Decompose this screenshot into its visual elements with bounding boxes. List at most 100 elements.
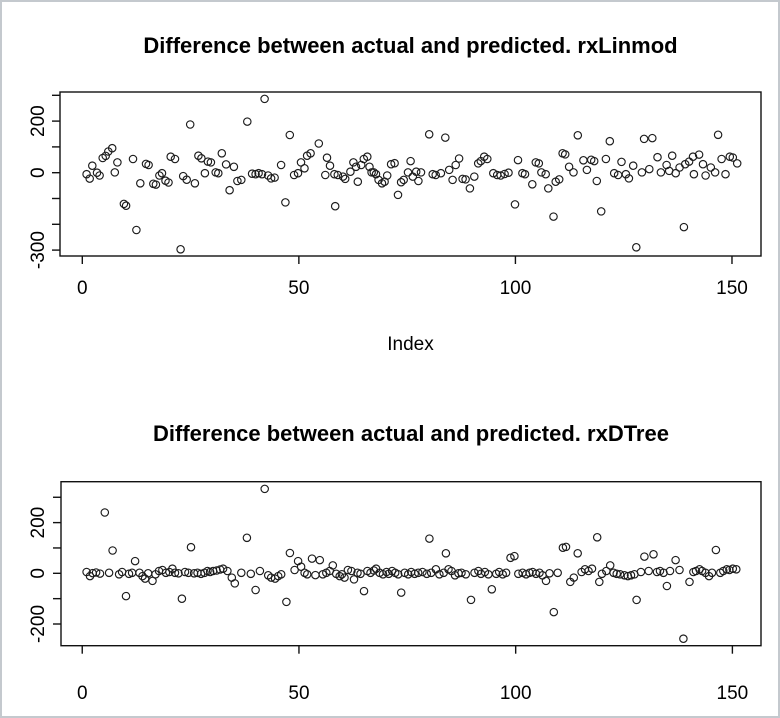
data-point [369, 566, 379, 575]
data-point [615, 570, 625, 579]
data-point [587, 564, 597, 573]
data-point [290, 565, 299, 575]
plot-box [60, 481, 762, 647]
data-point [564, 162, 574, 172]
data-point [422, 569, 432, 579]
data-points [82, 94, 742, 254]
y-tick-label: 200 [28, 507, 49, 539]
data-point [260, 94, 269, 104]
data-point [461, 175, 470, 184]
data-point [92, 168, 102, 177]
data-point [247, 169, 257, 178]
data-point [246, 569, 256, 579]
data-point [707, 568, 717, 578]
data-point [251, 585, 260, 595]
data-point [155, 171, 164, 180]
data-point [728, 153, 738, 162]
x-tick-label: 100 [500, 278, 532, 299]
data-point [545, 569, 554, 578]
data-point [675, 565, 684, 575]
data-point [425, 534, 434, 543]
data-point [349, 158, 358, 167]
data-point [88, 161, 97, 170]
data-point [513, 155, 523, 165]
data-point [454, 154, 464, 163]
data-point [667, 151, 677, 160]
data-point [637, 168, 647, 177]
data-point [444, 165, 454, 175]
data-point [322, 153, 332, 162]
data-point [266, 174, 276, 183]
data-point [418, 567, 427, 577]
data-point [457, 568, 466, 578]
data-point [474, 566, 483, 576]
data-point [184, 568, 193, 578]
plot-rxlinmod: Difference between actual and predicted.… [28, 33, 762, 355]
data-point [307, 554, 317, 563]
data-point [281, 198, 290, 207]
data-point [679, 634, 688, 643]
data-point [413, 568, 423, 578]
data-point [717, 154, 726, 164]
data-point [414, 176, 423, 186]
data-point [470, 568, 479, 578]
data-point [157, 168, 167, 178]
data-point [644, 566, 653, 576]
data-point [382, 171, 392, 180]
data-point [254, 168, 263, 178]
data-point [582, 165, 592, 175]
data-point [95, 569, 105, 578]
data-point [151, 180, 161, 189]
data-point [174, 569, 183, 578]
data-point [340, 174, 350, 184]
data-point [665, 566, 675, 576]
plot-title: Difference between actual and predicted.… [153, 421, 669, 446]
data-point [243, 117, 252, 126]
data-point [91, 568, 101, 577]
data-point [161, 568, 171, 578]
data-point [300, 164, 309, 173]
data-point [592, 533, 602, 542]
data-point [500, 169, 509, 179]
plot-title: Difference between actual and predicted.… [143, 33, 677, 58]
data-point [346, 167, 355, 176]
data-point [431, 170, 440, 180]
data-point [386, 159, 396, 169]
data-point [510, 200, 520, 209]
data-point [170, 154, 180, 164]
data-point [190, 179, 200, 188]
x-tick-label: 150 [717, 683, 749, 704]
data-point [424, 130, 434, 139]
data-point [534, 159, 544, 168]
data-point [573, 131, 583, 140]
data-point [560, 150, 570, 159]
data-point [108, 546, 117, 555]
data-point [465, 184, 475, 193]
data-point [85, 571, 95, 581]
data-point [711, 545, 721, 555]
data-point [396, 177, 406, 187]
data-point [128, 154, 138, 164]
data-point [237, 568, 246, 578]
data-point [706, 163, 716, 172]
data-point [214, 168, 223, 178]
data-point [597, 569, 607, 579]
data-point [458, 174, 467, 184]
data-point [166, 152, 175, 161]
data-point [306, 149, 315, 158]
data-point [363, 152, 372, 161]
data-point [176, 245, 185, 254]
data-point [501, 568, 511, 578]
data-point [531, 569, 541, 579]
data-point [369, 168, 379, 177]
data-point [544, 184, 553, 193]
data-point [489, 168, 498, 178]
data-point [367, 168, 376, 177]
data-point [282, 597, 291, 607]
data-point [592, 176, 602, 186]
data-point [601, 154, 611, 164]
x-tick-label: 50 [288, 683, 309, 704]
data-point [136, 179, 145, 188]
data-point [221, 160, 231, 169]
data-point [101, 151, 110, 161]
